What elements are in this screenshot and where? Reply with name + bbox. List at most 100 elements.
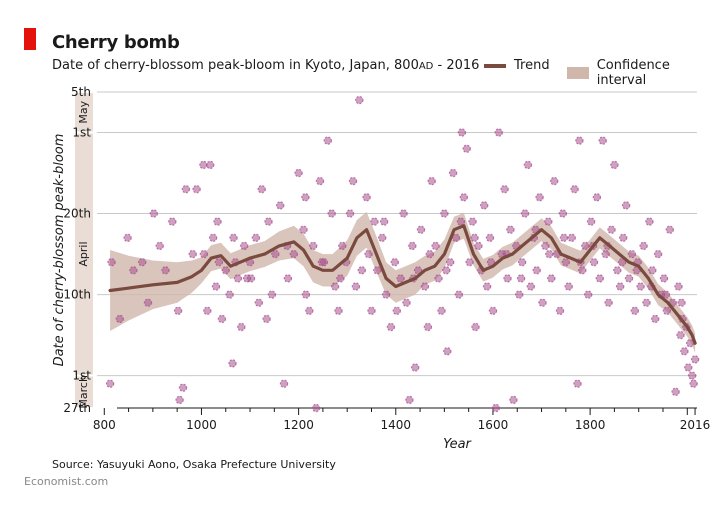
data-point [301, 193, 310, 202]
data-point [299, 225, 308, 234]
data-point [616, 282, 625, 291]
month-band-march [75, 376, 93, 407]
data-point [462, 144, 471, 153]
data-point [370, 217, 379, 226]
data-point [526, 282, 536, 291]
data-point [188, 249, 197, 259]
data-point [440, 209, 449, 218]
data-point [627, 249, 637, 259]
data-point [105, 379, 115, 388]
data-point [567, 233, 576, 242]
data-point [413, 266, 423, 275]
data-point [573, 379, 582, 388]
data-point [690, 355, 700, 364]
data-point [535, 193, 544, 202]
data-point [581, 241, 590, 251]
data-point [470, 233, 479, 242]
data-point [338, 241, 347, 251]
data-point [362, 193, 371, 202]
data-point [336, 274, 345, 283]
data-point [396, 274, 405, 283]
y-tick-label: 10th [63, 288, 91, 302]
data-point [601, 249, 610, 259]
data-point [676, 330, 685, 340]
data-point [351, 282, 361, 291]
y-axis-title: Date of cherry-blossom peak-bloom [52, 134, 67, 367]
data-point [345, 209, 355, 218]
data-point [315, 176, 325, 186]
data-point [446, 258, 455, 267]
data-point [311, 403, 321, 413]
data-point [399, 209, 408, 218]
source-note: Source: Yasuyuki Aono, Osaka Prefecture … [52, 458, 336, 471]
data-point [367, 306, 376, 315]
chart-subtitle: Date of cherry-blossom peak-bloom in Kyo… [52, 58, 479, 73]
data-point [651, 314, 660, 324]
data-point [532, 266, 541, 275]
month-band-label: March [77, 375, 90, 409]
data-point [645, 217, 654, 226]
data-point [630, 306, 640, 315]
data-point [486, 258, 496, 267]
brand-credit: Economist.com [24, 475, 109, 488]
data-point [168, 217, 177, 226]
y-tick-label: 1st [72, 369, 91, 383]
data-point [317, 258, 327, 267]
data-point [642, 298, 651, 307]
subtitle-main: Date of cherry-blossom peak-bloom in Kyo… [52, 58, 419, 73]
data-point [570, 184, 579, 194]
data-point [233, 274, 243, 283]
data-point [578, 266, 587, 275]
data-point [390, 258, 399, 267]
trend-line [108, 224, 697, 345]
data-point [488, 306, 498, 315]
data-point [107, 258, 116, 267]
data-point [538, 298, 547, 307]
x-tick-label: 1000 [186, 418, 217, 432]
data-point [173, 306, 183, 315]
brand-accent-bar [24, 28, 36, 50]
data-point [378, 233, 387, 242]
data-point [217, 314, 227, 324]
data-point [149, 209, 158, 218]
data-point [427, 176, 436, 186]
legend-ci: Confidence interval [567, 58, 722, 88]
data-point [305, 306, 314, 315]
trend-swatch-icon [484, 63, 506, 68]
data-point [330, 282, 340, 291]
data-point [203, 306, 212, 315]
data-point [480, 201, 489, 210]
data-point [405, 395, 414, 405]
data-point [155, 241, 164, 251]
data-point [279, 379, 289, 388]
data-point [598, 136, 607, 145]
data-point [457, 128, 467, 137]
data-point [301, 290, 311, 299]
data-point [448, 168, 458, 178]
data-point [373, 266, 382, 275]
x-tick-label: 1400 [381, 418, 412, 432]
data-point [323, 136, 332, 145]
y-tick-label: 1st [72, 126, 91, 140]
scatter-points [105, 95, 700, 413]
data-point [636, 282, 645, 291]
data-point [214, 258, 224, 267]
data-point [213, 217, 222, 226]
x-tick-label: 800 [93, 418, 116, 432]
data-point [129, 266, 138, 275]
data-point [456, 217, 466, 226]
data-point [515, 290, 524, 299]
data-point [289, 249, 298, 259]
data-point [228, 359, 237, 368]
data-point [264, 217, 273, 226]
data-point [425, 249, 434, 259]
data-point [225, 290, 234, 299]
data-point [434, 274, 443, 283]
month-band-may [75, 93, 93, 132]
data-point [178, 383, 188, 392]
data-point [416, 225, 426, 234]
x-tick-label: 2016 [680, 418, 711, 432]
x-tick-label: 1600 [478, 418, 509, 432]
data-point [482, 282, 492, 291]
